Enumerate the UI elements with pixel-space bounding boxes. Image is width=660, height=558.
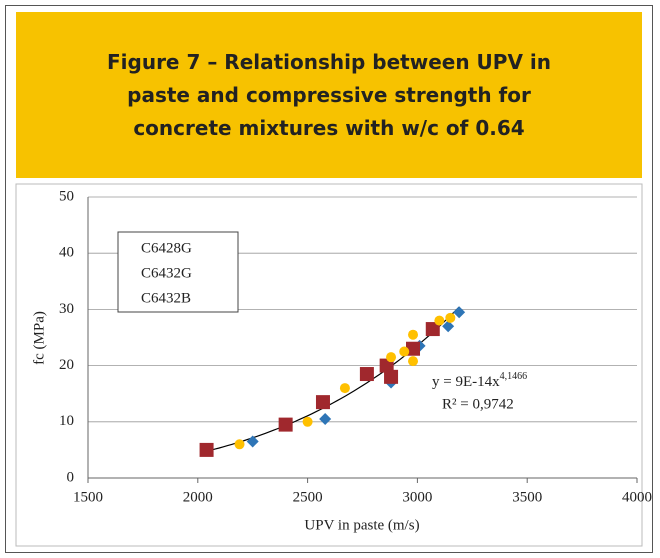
- point: [425, 322, 440, 337]
- figure-header: Figure 7 – Relationship between UPV in p…: [16, 12, 642, 178]
- point: [246, 435, 259, 448]
- point: [399, 346, 410, 357]
- point: [384, 369, 399, 384]
- y-tick-label: 10: [59, 413, 74, 429]
- trend-equation: y = 9E-14x4,1466: [432, 371, 527, 390]
- equation-exponent: 4,1466: [500, 371, 528, 382]
- point: [408, 356, 419, 367]
- point: [408, 329, 419, 340]
- equation-text: y = 9E-14x: [432, 374, 500, 390]
- legend-box: [117, 231, 239, 313]
- point: [234, 439, 245, 450]
- figure-frame: [5, 5, 653, 553]
- point: [278, 417, 293, 432]
- y-tick-label: 30: [59, 301, 74, 317]
- y-tick-label: 50: [59, 188, 74, 204]
- y-tick-label: 0: [67, 469, 75, 485]
- point: [445, 312, 456, 323]
- x-tick-label: 1500: [73, 489, 103, 505]
- point: [379, 358, 394, 373]
- chart-area: [15, 183, 643, 547]
- figure-title: Figure 7 – Relationship between UPV in p…: [107, 49, 551, 140]
- point: [386, 352, 397, 363]
- point: [302, 416, 313, 427]
- point: [319, 412, 332, 425]
- point: [434, 315, 445, 326]
- y-tick-label: 40: [59, 245, 74, 261]
- r-squared: R² = 0,9742: [442, 396, 514, 412]
- x-tick-label: 4000: [622, 489, 652, 505]
- y-tick-label: 20: [59, 357, 74, 373]
- x-tick-label: 2500: [293, 489, 323, 505]
- point: [339, 383, 350, 394]
- x-tick-label: 3500: [512, 489, 542, 505]
- legend-label: C6432B: [141, 290, 191, 306]
- point: [315, 395, 330, 410]
- point: [453, 306, 466, 319]
- y-axis-label: fc (MPa): [31, 311, 47, 365]
- legend-label: C6432G: [141, 265, 192, 281]
- x-axis-label: UPV in paste (m/s): [304, 517, 419, 533]
- x-tick-label: 3000: [402, 489, 432, 505]
- marks: [123, 243, 466, 457]
- legend-label: C6428G: [141, 240, 192, 256]
- point: [199, 442, 214, 457]
- point: [406, 341, 421, 356]
- x-tick-label: 2000: [183, 489, 213, 505]
- point: [442, 320, 455, 333]
- trend-line: [206, 306, 460, 452]
- point: [359, 367, 374, 382]
